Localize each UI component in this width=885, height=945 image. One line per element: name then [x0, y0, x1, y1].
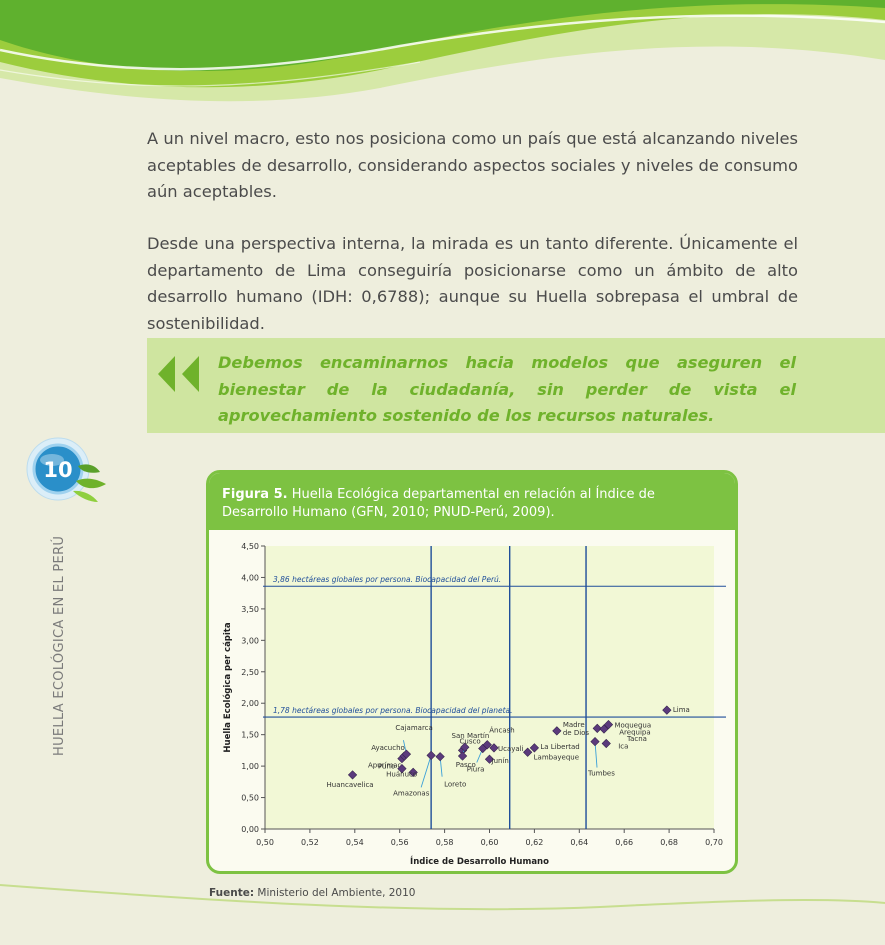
data-point-label: San Martín	[452, 732, 490, 740]
data-point	[529, 743, 539, 753]
x-tick-label: 0,50	[256, 838, 274, 847]
data-point-label: Lima	[673, 706, 690, 714]
paragraph-internal-perspective: Desde una perspectiva interna, la mirada…	[147, 234, 798, 333]
figure-caption: Figura 5. Huella Ecológica departamental…	[222, 486, 722, 522]
leader-line	[594, 741, 598, 768]
data-point-label: Huancavelica	[327, 781, 374, 789]
data-point-label: Apurímac	[368, 762, 402, 770]
data-point	[401, 749, 412, 759]
figure-card: Figura 5. Huella Ecológica departamental…	[206, 470, 738, 874]
data-point	[484, 754, 495, 764]
data-point-label: Ayacucho	[371, 744, 405, 752]
pull-quote: Debemos encaminarnos hacia modelos que a…	[218, 353, 796, 425]
data-point-label: Cusco	[460, 737, 481, 745]
data-point	[599, 724, 609, 734]
data-point-label: Junín	[491, 757, 509, 765]
x-tick-label: 0,56	[391, 838, 409, 847]
source-text: Ministerio del Ambiente, 2010	[257, 887, 416, 899]
data-point-label: Madre	[563, 721, 585, 729]
data-point-label: Lambayeque	[534, 753, 579, 761]
y-tick-label: 2,00	[241, 699, 259, 708]
data-point-label: de Dios	[563, 729, 590, 737]
x-tick-label: 0,52	[301, 838, 319, 847]
biocapacity-label: 3,86 hectáreas globales por persona. Bio…	[273, 575, 501, 584]
source-note: Fuente: Ministerio del Ambiente, 2010	[209, 887, 415, 899]
data-point	[397, 764, 407, 774]
y-tick-label: 0,00	[241, 825, 259, 834]
x-axis-title: Índice de Desarrollo Humano	[410, 855, 549, 867]
data-point	[426, 750, 436, 761]
leader-line	[420, 755, 432, 788]
plot-area	[265, 546, 714, 829]
y-tick-label: 4,50	[241, 542, 259, 551]
figure-caption-text: Huella Ecológica departamental en relaci…	[222, 487, 655, 520]
y-tick-label: 0,50	[241, 794, 259, 803]
side-running-title: HUELLA ECOLÓGICA EN EL PERÚ	[52, 535, 67, 756]
double-chevron-left-icon	[158, 356, 199, 392]
x-tick-label: 0,66	[615, 838, 633, 847]
data-point-label: Puno	[378, 763, 395, 771]
bottom-wave-line	[0, 884, 885, 911]
biocapacity-label: 1,78 hectáreas globales por persona. Bio…	[273, 706, 513, 715]
source-label: Fuente:	[209, 887, 255, 899]
data-point-label: Áncash	[489, 726, 514, 735]
data-point	[408, 767, 418, 777]
data-point-label: Ucayali	[498, 745, 524, 753]
quote-box	[147, 338, 885, 433]
x-tick-label: 0,68	[660, 838, 678, 847]
figure-label: Figura 5.	[222, 487, 288, 502]
data-point	[347, 770, 358, 780]
x-tick-label: 0,70	[705, 838, 723, 847]
x-tick-label: 0,64	[570, 838, 588, 847]
data-point-label: Moquegua	[614, 722, 651, 730]
y-tick-label: 2,50	[241, 668, 259, 677]
top-wave-banner	[0, 0, 885, 102]
y-tick-label: 3,00	[241, 636, 259, 645]
x-tick-label: 0,58	[436, 838, 454, 847]
data-point-label: Cajamarca	[395, 724, 432, 732]
data-point	[552, 726, 562, 736]
y-tick-label: 3,50	[241, 605, 259, 614]
figure-header: Figura 5. Huella Ecológica departamental…	[209, 473, 735, 530]
page-number-badge: 10	[26, 437, 106, 502]
data-point	[482, 740, 492, 750]
data-point	[603, 720, 614, 730]
x-tick-label: 0,54	[346, 838, 364, 847]
scatter-chart: 0,00 0,50 1,00 1,50 2,00 2,50 3,00 3,50 4,00 4,50…	[222, 542, 726, 867]
data-point	[460, 742, 470, 752]
data-point-label: Tacna	[626, 735, 647, 743]
data-point-label: Arequipa	[619, 728, 650, 736]
paragraph-macro-level: A un nivel macro, esto nos posiciona com…	[147, 129, 798, 201]
data-point	[435, 752, 445, 762]
data-point-label: Pasco	[456, 761, 476, 769]
data-point	[592, 723, 602, 733]
data-point-label: La Libertad	[540, 743, 579, 751]
data-point	[457, 751, 468, 761]
y-tick-label: 4,00	[241, 573, 259, 582]
y-tick-label: 1,00	[241, 762, 259, 771]
data-point-label: Piura	[467, 766, 485, 774]
data-point	[590, 736, 600, 747]
page-number: 10	[43, 458, 72, 482]
y-axis-title: Huella Ecológica per cápita	[222, 622, 233, 752]
data-point-label: Tumbes	[587, 770, 615, 778]
data-point-label: Loreto	[444, 781, 466, 789]
data-point	[662, 705, 672, 715]
x-tick-label: 0,62	[525, 838, 543, 847]
data-point	[601, 738, 611, 749]
data-point	[523, 747, 533, 757]
data-point	[489, 743, 499, 753]
data-point-label: Ica	[618, 742, 628, 750]
y-tick-label: 1,50	[241, 731, 259, 740]
data-point-label: Huánuco	[386, 770, 417, 778]
x-tick-label: 0,60	[481, 838, 499, 847]
data-point-label: Amazonas	[393, 789, 430, 797]
